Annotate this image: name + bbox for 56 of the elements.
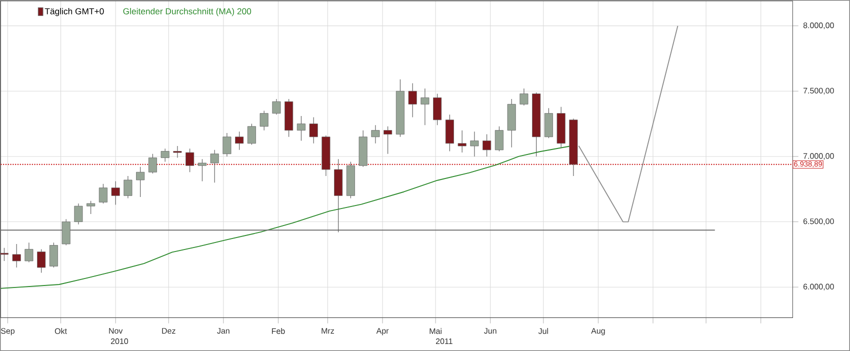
y-tick-label: 6.500,00	[803, 218, 834, 226]
candlestick	[74, 203, 83, 225]
candlestick	[544, 108, 553, 138]
candlestick	[458, 130, 466, 153]
candlestick	[148, 154, 157, 174]
y-tick-label: 8.000,00	[803, 22, 834, 30]
y-tick-label: 7.500,00	[803, 88, 834, 94]
x-tick-label: Mrz	[322, 328, 334, 334]
candlestick	[247, 124, 256, 145]
candlestick	[420, 88, 430, 126]
candlestick	[222, 132, 232, 157]
candlestick	[371, 124, 380, 144]
x-tick-label: Feb	[272, 328, 285, 334]
candlestick	[309, 117, 318, 144]
candlestick	[520, 88, 528, 106]
x-tick-label: Jun	[484, 328, 496, 334]
candlestick	[173, 146, 182, 158]
x-tick-label: Aug	[591, 328, 605, 336]
candlestick	[408, 83, 417, 118]
candlestick	[198, 158, 206, 182]
candlestick	[37, 248, 46, 273]
x-tick-label: Jan	[217, 328, 230, 334]
legend-label: Täglich GMT+0	[44, 8, 104, 16]
candlestick	[49, 242, 58, 268]
candlestick	[445, 114, 454, 152]
candlestick	[124, 176, 132, 199]
candlestick	[98, 184, 108, 204]
x-tick-label: Dez	[162, 328, 176, 334]
text: Gleitender Durchschnitt (MA) 200	[123, 8, 252, 16]
x-tick-label: Jul	[538, 328, 548, 334]
x-tick-label: Nov	[109, 328, 123, 334]
candlestick	[272, 98, 281, 115]
candlestick	[296, 116, 306, 142]
candlestick	[384, 126, 392, 154]
candlestick	[12, 244, 21, 268]
x-tick-label: Mai	[430, 328, 442, 334]
y-tick-label: 7.000,00	[803, 153, 834, 160]
candlestick	[160, 148, 170, 162]
x-tick-label: Apr	[376, 328, 389, 336]
x-tick-label: Okt	[54, 328, 67, 334]
candlestick	[86, 200, 96, 214]
candlestick	[136, 166, 145, 198]
candlestick	[24, 242, 34, 263]
x-tick-label: Sep	[0, 328, 15, 336]
candlestick	[186, 148, 194, 172]
text: 2011	[436, 338, 452, 344]
candlestick	[111, 181, 120, 206]
candlestick	[482, 134, 492, 157]
candlestick	[210, 150, 219, 183]
candlestick	[433, 93, 442, 126]
candlestick	[260, 110, 268, 131]
candlestick	[470, 131, 479, 157]
text: 2010	[110, 338, 128, 344]
candlestick	[494, 126, 504, 152]
y-tick-label: 6.000,00	[803, 284, 834, 290]
candlestick	[235, 131, 244, 150]
